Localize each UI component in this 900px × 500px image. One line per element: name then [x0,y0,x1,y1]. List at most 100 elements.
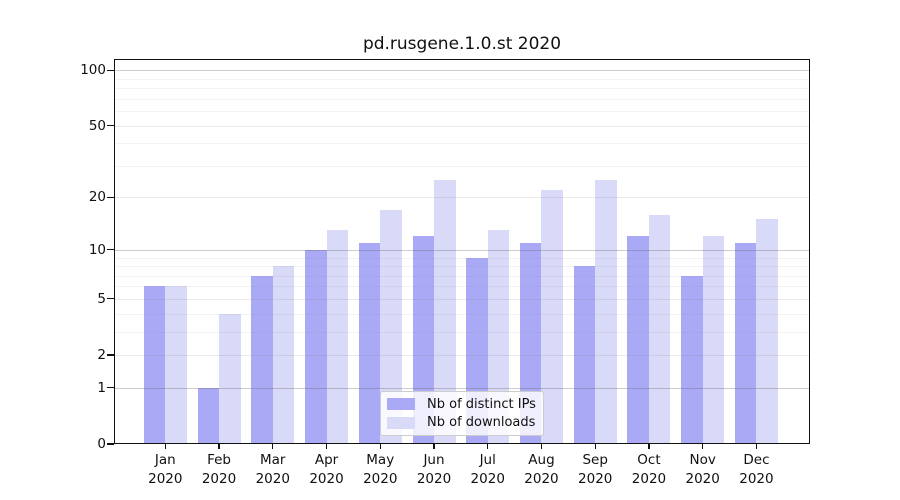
gridline-10 [114,249,810,251]
x-tick-mark-jul [487,444,489,449]
x-tick-label-apr: Apr 2020 [297,451,357,488]
bar-downloads-mar [272,266,295,444]
x-tick-mark-nov [702,444,704,449]
x-tick-month: Jun [423,452,445,468]
x-tick-year: 2020 [470,470,505,487]
legend-swatch-downloads [387,416,415,429]
y-tick-label-100: 100 [80,62,106,79]
y-tick-label-5: 5 [97,290,106,307]
legend-row-downloads: Nb of downloads [387,415,543,430]
y-tick-label-50: 50 [88,117,106,134]
x-tick-year: 2020 [363,470,398,487]
x-tick-label-sep: Sep 2020 [565,451,625,488]
x-tick-mark-feb [218,444,220,449]
y-tick-mark-5 [107,298,114,300]
y-tick-label-0: 0 [97,436,106,452]
x-tick-year: 2020 [631,470,667,487]
gridline-3 [114,331,810,333]
y-tick-label-10: 10 [88,241,106,258]
legend-label-ips: Nb of distinct IPs [427,396,536,412]
bar-downloads-aug [541,190,563,444]
y-tick-mark-100 [107,69,114,71]
x-tick-month: Mar [260,452,286,468]
x-tick-month: Jul [479,452,496,468]
plot-area: Nb of distinct IPs Nb of downloads [114,59,810,444]
bar-ips-may [358,242,381,444]
legend: Nb of distinct IPs Nb of downloads [380,391,544,436]
x-tick-month: Aug [528,452,555,468]
x-tick-month: Dec [743,452,770,468]
gridline-30 [114,165,810,167]
gridline-1 [114,387,810,389]
y-tick-mark-0 [107,443,114,445]
x-tick-label-jan: Jan 2020 [135,451,195,488]
x-tick-mark-aug [540,444,543,449]
x-tick-mark-mar [272,444,274,449]
y-tick-mark-2 [107,354,114,356]
x-tick-label-oct: Oct 2020 [619,451,679,488]
x-tick-mark-may [379,444,381,449]
legend-row-ips: Nb of distinct IPs [387,397,543,412]
gridline-7 [114,275,810,277]
x-tick-label-mar: Mar 2020 [243,451,303,488]
y-tick-label-2: 2 [97,347,106,364]
bar-downloads-may [380,209,402,444]
x-tick-year: 2020 [685,470,720,487]
x-tick-month: Apr [314,452,339,468]
gridline-4 [114,313,810,315]
bar-downloads-jan [165,286,187,444]
bar-ips-nov [681,275,703,444]
bar-downloads-dec [756,219,778,444]
bar-downloads-jul [487,230,510,444]
x-tick-label-aug: Aug 2020 [511,451,571,488]
gridline-2 [114,355,810,357]
y-tick-label-1: 1 [97,379,106,396]
x-tick-year: 2020 [148,470,183,487]
legend-swatch-ips [387,398,415,411]
bar-downloads-oct [648,214,671,444]
x-tick-label-feb: Feb 2020 [189,451,249,488]
bar-downloads-nov [702,236,725,444]
x-tick-year: 2020 [739,470,774,487]
bar-downloads-feb [219,313,241,444]
gridline-70 [114,98,810,100]
gridline-5 [114,298,810,300]
x-tick-month: Nov [689,452,716,468]
y-tick-label-20: 20 [88,189,106,206]
x-tick-month: Sep [582,452,608,468]
x-tick-mark-jan [164,444,166,449]
bar-downloads-jun [434,180,456,444]
bar-downloads-apr [326,230,349,444]
y-tick-mark-50 [107,124,114,127]
x-tick-label-jul: Jul 2020 [458,451,518,488]
bar-ips-oct [627,236,649,444]
x-tick-month: Feb [207,452,231,468]
bar-downloads-sep [595,180,617,444]
x-tick-year: 2020 [255,470,290,487]
legend-label-downloads: Nb of downloads [427,415,536,431]
x-tick-year: 2020 [201,470,237,487]
bar-ips-jan [143,286,166,444]
x-tick-label-may: May 2020 [350,451,410,488]
y-tick-mark-20 [107,196,114,198]
bar-ips-mar [251,275,273,444]
x-tick-mark-jun [433,444,435,449]
x-tick-mark-oct [648,444,650,449]
gridline-90 [114,78,810,80]
x-tick-month: Jan [154,452,176,468]
x-tick-label-nov: Nov 2020 [673,451,733,488]
gridline-20 [114,197,810,199]
grid-layer [114,59,810,444]
gridline-9 [114,257,810,259]
x-tick-year: 2020 [578,470,613,487]
bar-ips-sep [573,266,596,444]
x-tick-year: 2020 [416,470,452,487]
y-tick-mark-10 [107,249,114,251]
bar-ips-feb [197,387,220,444]
x-tick-label-jun: Jun 2020 [404,451,464,488]
gridline-8 [114,266,810,268]
x-tick-label-dec: Dec 2020 [726,451,786,488]
gridline-40 [114,143,810,145]
chart-title: pd.rusgene.1.0.st 2020 [362,34,562,54]
gridline-50 [114,125,810,127]
